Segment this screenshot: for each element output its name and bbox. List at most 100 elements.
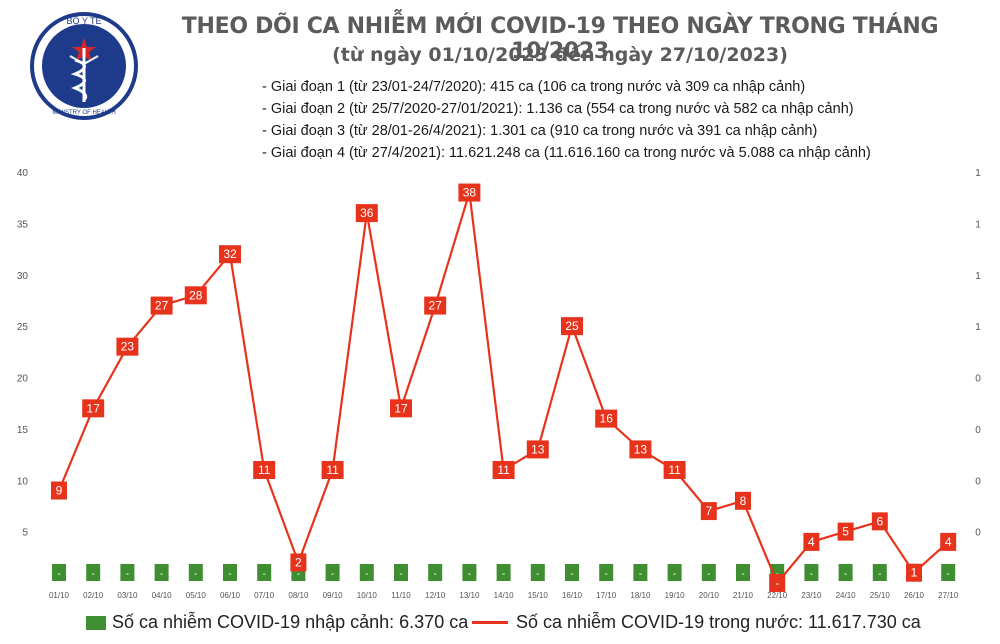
- data-label: 11: [497, 463, 510, 477]
- y2-tick-label: 1: [975, 219, 981, 230]
- data-label: 6: [876, 514, 883, 528]
- phase-1-text: - Giai đoạn 1 (từ 23/01-24/7/2020): 415 …: [262, 79, 806, 95]
- data-label: 17: [87, 401, 101, 415]
- import-bar: [257, 564, 272, 581]
- x-tick-label: 25/10: [870, 591, 891, 600]
- y-tick-label: 40: [17, 168, 29, 179]
- x-tick-label: 13/10: [459, 591, 480, 600]
- x-tick-label: 01/10: [49, 591, 70, 600]
- data-label: 32: [223, 247, 237, 261]
- import-bar-label: -: [365, 569, 368, 580]
- import-bar: [701, 564, 716, 581]
- import-bar: [154, 564, 169, 581]
- data-label-box: [253, 460, 276, 479]
- x-tick-label: 18/10: [630, 591, 651, 600]
- import-bar: [565, 564, 579, 581]
- data-label-box: [629, 440, 652, 459]
- data-label: 27: [429, 299, 443, 313]
- x-tick-label: 20/10: [699, 591, 720, 600]
- x-tick-label: 02/10: [83, 591, 104, 600]
- data-label: 27: [155, 299, 169, 313]
- data-label: 36: [360, 206, 374, 220]
- y2-tick-label: 0: [975, 476, 981, 487]
- import-bar-label: -: [194, 569, 197, 580]
- y2-tick-label: 1: [975, 168, 981, 179]
- data-label-box: [321, 460, 344, 479]
- x-tick-label: 06/10: [220, 591, 241, 600]
- import-bar: [223, 564, 237, 581]
- data-label: 11: [326, 463, 339, 477]
- data-label: 23: [121, 340, 135, 354]
- data-label-box: [492, 460, 515, 479]
- data-label-box: [526, 440, 549, 459]
- data-label-box: [871, 512, 888, 531]
- data-label: 25: [565, 319, 579, 333]
- import-bar: [325, 564, 340, 581]
- data-label: 13: [634, 442, 648, 456]
- data-label-box: [837, 522, 854, 541]
- phase-3-text: - Giai đoạn 3 (từ 28/01-26/4/2021): 1.30…: [262, 123, 818, 139]
- y-tick-label: 15: [17, 425, 29, 436]
- import-bar: [530, 564, 545, 581]
- import-bar-label: -: [160, 569, 163, 580]
- chart-title: THEO DÕI CA NHIỄM MỚI COVID-19 THEO NGÀY…: [181, 14, 939, 64]
- import-cases-bars: ---------------------------: [52, 564, 956, 581]
- import-bar-label: -: [844, 569, 847, 580]
- data-label-box: [803, 532, 820, 551]
- data-label-box: [82, 399, 105, 418]
- phase-summary: - Giai đoạn 1 (từ 23/01-24/7/2020): 415 …: [262, 76, 871, 164]
- y2-tick-label: 0: [975, 425, 981, 436]
- x-tick-label: 17/10: [596, 591, 617, 600]
- x-tick-label: 24/10: [836, 591, 857, 600]
- y-tick-label: 35: [17, 219, 29, 230]
- import-bar-label: -: [570, 569, 573, 580]
- import-bar-label: -: [741, 569, 744, 580]
- import-bar-label: -: [502, 569, 505, 580]
- import-bar-label: -: [331, 569, 334, 580]
- data-label: 2: [295, 555, 302, 569]
- import-bar-label: -: [263, 569, 266, 580]
- data-label: 4: [945, 535, 952, 549]
- data-label-box: [219, 245, 241, 264]
- import-bar: [188, 564, 203, 581]
- data-label: 9: [56, 484, 63, 498]
- import-bar-label: -: [126, 569, 129, 580]
- import-bar-label: -: [673, 569, 676, 580]
- x-axis: 01/10 02/10 03/10 04/10 05/10 06/10 07/10 08/10…: [49, 591, 959, 600]
- domestic-cases-labels: 91723272832112113617273811132516131178-4…: [51, 183, 957, 592]
- import-bar: [633, 564, 648, 581]
- data-label-box: [561, 317, 583, 336]
- data-label-box: [595, 409, 618, 428]
- data-label-box: [700, 502, 717, 521]
- import-bar: [804, 564, 819, 581]
- y2-tick-label: 0: [975, 528, 981, 539]
- legend-domestic-swatch: [472, 621, 508, 624]
- phase-2-text: - Giai đoạn 2 (từ 25/7/2020-27/01/2021):…: [262, 101, 854, 117]
- x-tick-label: 04/10: [152, 591, 173, 600]
- legend-import-label: Số ca nhiễm COVID-19 nhập cảnh: 6.370 ca: [112, 612, 469, 632]
- logo-bottom-text: MINISTRY OF HEALTH: [52, 110, 115, 116]
- y2-tick-label: 1: [975, 322, 981, 333]
- import-bar: [428, 564, 443, 581]
- data-label-box: [906, 563, 922, 582]
- x-tick-label: 10/10: [357, 591, 378, 600]
- y-tick-label: 5: [22, 528, 28, 539]
- data-label: -: [775, 576, 779, 590]
- data-label: 17: [394, 401, 408, 415]
- import-bar: [496, 564, 511, 581]
- import-bar: [394, 564, 408, 581]
- x-tick-label: 14/10: [494, 591, 515, 600]
- y-tick-label: 20: [17, 374, 29, 385]
- ministry-of-health-logo: BỘ Y TẾ MINISTRY OF HEALTH: [30, 12, 138, 120]
- data-label-box: [390, 399, 412, 418]
- legend-domestic-label: Số ca nhiễm COVID-19 trong nước: 11.617.…: [516, 612, 921, 632]
- import-bar: [462, 564, 477, 581]
- x-tick-label: 08/10: [288, 591, 309, 600]
- x-tick-label: 27/10: [938, 591, 959, 600]
- data-label-box: [458, 183, 481, 202]
- import-bar-label: -: [536, 569, 539, 580]
- import-bar-label: -: [947, 569, 950, 580]
- data-label: 16: [600, 412, 614, 426]
- legend-import: Số ca nhiễm COVID-19 nhập cảnh: 6.370 ca: [86, 612, 468, 633]
